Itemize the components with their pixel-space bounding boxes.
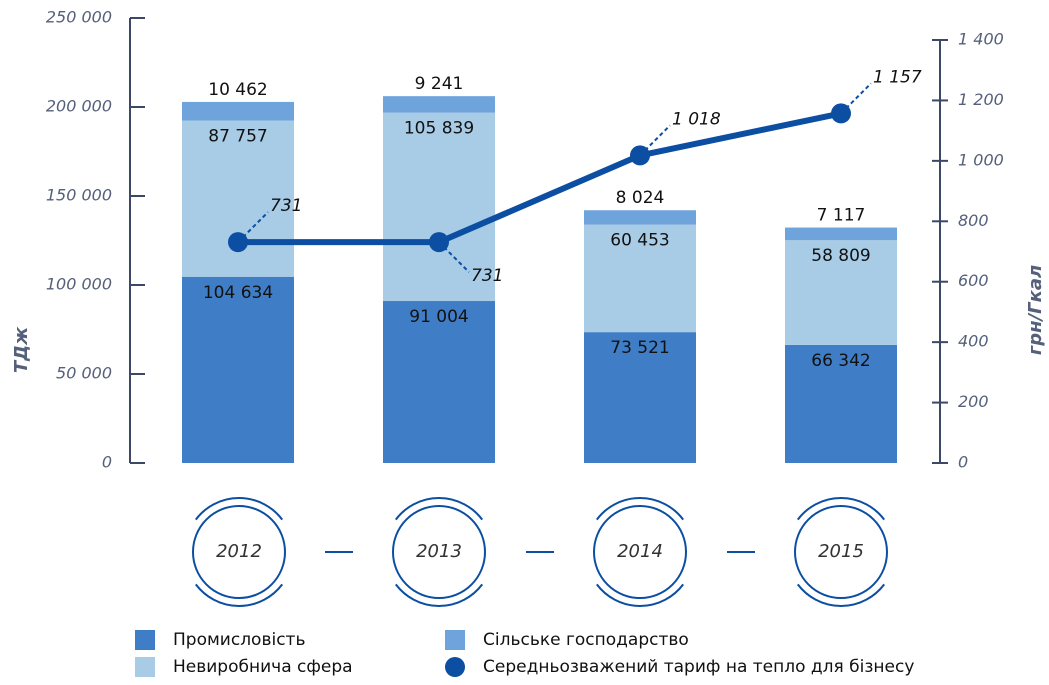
value-label: 8 024 [616,188,665,208]
value-label: 60 453 [610,231,669,251]
bar-segment [383,301,495,463]
legend-swatch [445,657,465,677]
value-label: 7 117 [817,206,866,226]
line-point [630,145,650,166]
y2-axis-title: грн/Гкал [1025,265,1046,355]
x-tick-label: 2013 [416,541,462,562]
legend-swatch [445,630,465,650]
year-ring [593,505,687,599]
y-tick-label: 50 000 [56,364,112,383]
year-ring [192,505,286,599]
y-tick-label: 150 000 [46,186,112,205]
value-label: 73 521 [610,338,669,358]
bar-segment [182,276,294,463]
year-ring-outer [596,497,684,607]
line-point [831,103,851,124]
y-tick-label: 0 [102,453,112,472]
legend-swatch [135,630,155,650]
value-label: 91 004 [409,307,468,327]
line-value-label: 1 018 [672,109,721,129]
bar-segment [584,224,696,333]
legend-label: Промисловість [173,630,305,650]
bar-segment [785,344,897,463]
line-point [429,232,449,253]
legend-label: Невиробнича сфера [173,657,353,677]
x-tick-label: 2014 [617,541,663,562]
y2-tick-label: 600 [958,271,989,290]
y2-tick-label: 1 200 [958,90,1004,109]
x-tick-label: 2015 [818,541,864,562]
year-ring-outer [797,497,885,607]
line-value-label: 731 [471,266,503,286]
line [238,110,842,246]
legend-swatch [135,657,155,677]
value-label: 58 809 [811,246,870,266]
y2-tick-label: 400 [958,332,989,351]
bar-segment [383,96,495,113]
value-label: 66 342 [811,351,870,371]
value-label: 105 839 [404,119,474,139]
year-ring-outer [195,497,283,607]
bar-segment [383,112,495,302]
y-tick-label: 250 000 [46,8,112,27]
year-ring [794,505,888,599]
y2-tick-label: 0 [958,453,968,472]
y-tick-label: 100 000 [46,275,112,294]
y-axis-title: ТДж [11,326,32,373]
bar-segment [584,210,696,225]
y2-tick-label: 200 [958,392,989,411]
line-value-label: 1 157 [873,67,922,87]
year-ring-outer [395,497,483,607]
value-label: 87 757 [208,127,267,147]
y2-tick-label: 1 400 [958,30,1004,49]
value-label: 9 241 [415,74,464,94]
x-tick-label: 2012 [216,541,262,562]
bar-segment [182,101,294,121]
bar-segment [785,227,897,241]
y2-tick-label: 1 000 [958,150,1004,169]
y2-tick-label: 800 [958,211,989,230]
bar-segment [584,332,696,463]
y-tick-label: 200 000 [46,97,112,116]
line-value-label: 731 [270,196,302,216]
value-label: 10 462 [208,80,267,100]
bar-segment [785,240,897,345]
legend-label: Середньозважений тариф на тепло для бізн… [483,657,914,677]
legend-label: Сільське господарство [483,630,689,650]
value-label: 104 634 [203,283,273,303]
year-ring [392,505,486,599]
line-point [228,232,248,253]
